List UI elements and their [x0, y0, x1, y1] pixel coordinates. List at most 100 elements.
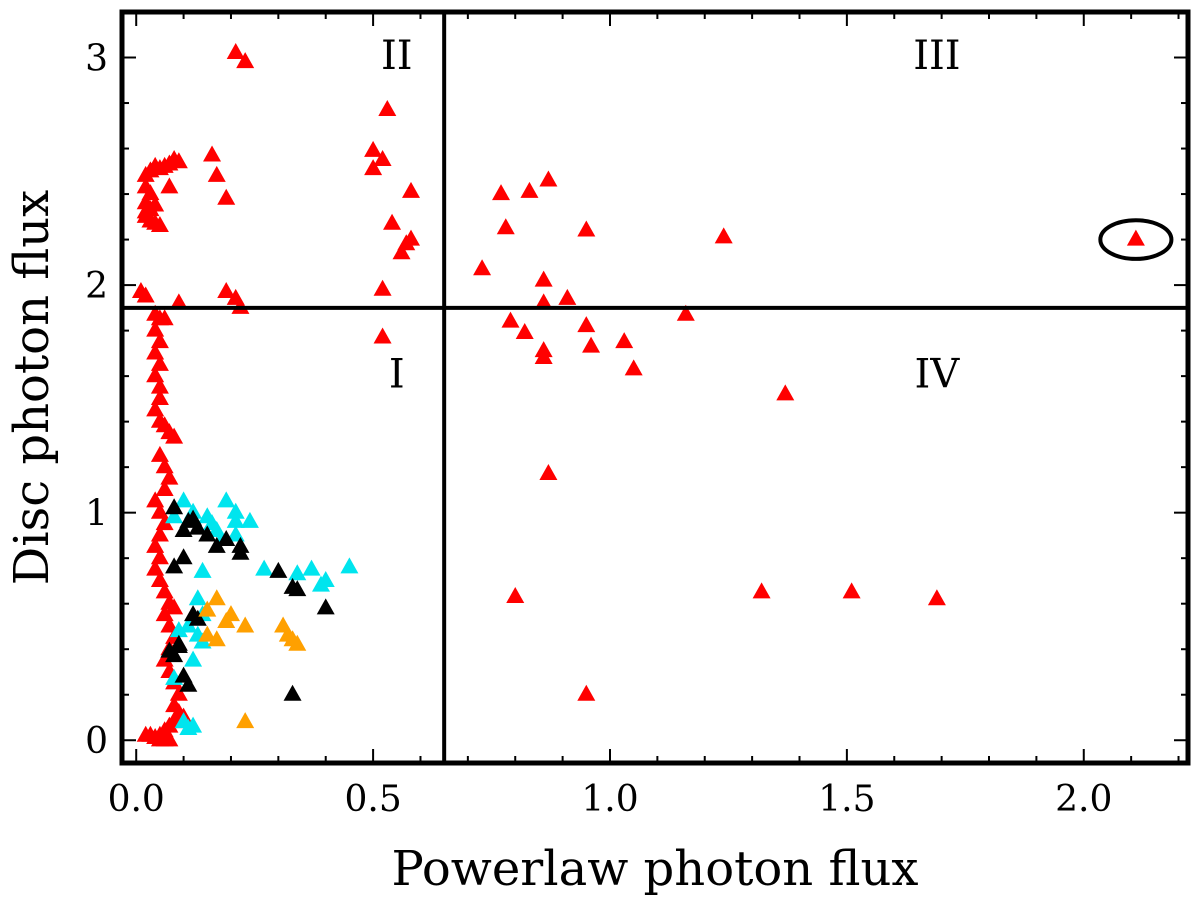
data-point-cyan — [184, 716, 203, 733]
data-point-red — [558, 288, 577, 305]
data-point-red — [383, 213, 402, 230]
data-point-black — [165, 557, 184, 574]
data-point-red — [539, 464, 558, 481]
quadrant-dividers — [122, 12, 1188, 763]
data-point-red — [165, 598, 184, 615]
data-point-red — [927, 589, 946, 606]
x-tick-label: 1.5 — [818, 779, 875, 820]
region-label-III: III — [913, 33, 960, 79]
data-point-red — [155, 309, 174, 326]
data-point-orange — [236, 712, 255, 729]
highlight-ellipse — [1098, 218, 1174, 261]
data-point-black — [217, 530, 236, 547]
data-point-black — [174, 548, 193, 565]
data-point-red — [203, 145, 222, 162]
data-point-orange — [198, 625, 217, 642]
data-point-cyan — [255, 559, 274, 576]
data-point-red — [160, 177, 179, 194]
y-tick-label: 1 — [85, 494, 108, 535]
data-point-cyan — [188, 589, 207, 606]
data-point-orange — [207, 630, 226, 647]
data-point-black — [188, 609, 207, 626]
data-point-cyan — [174, 491, 193, 508]
data-point-red — [207, 165, 226, 182]
data-point-red — [506, 586, 525, 603]
data-point-red — [676, 304, 695, 321]
data-point-red — [842, 582, 861, 599]
data-point-red — [364, 159, 383, 176]
data-point-red — [136, 202, 155, 219]
data-point-red — [150, 730, 169, 747]
data-point-red — [141, 725, 160, 742]
data-point-red — [165, 427, 184, 444]
tick-labels: 0.0 0.5 1.0 1.5 2.0 0 1 2 3 — [85, 39, 1112, 820]
region-label-II: II — [381, 33, 413, 79]
data-point-red — [373, 279, 392, 296]
data-point-black — [269, 561, 288, 578]
data-point-red — [1126, 229, 1145, 246]
region-label-I: I — [389, 352, 405, 398]
x-tick-label: 0.0 — [108, 779, 165, 820]
data-point-orange — [221, 605, 240, 622]
data-point-red — [136, 286, 155, 303]
data-point-black — [174, 520, 193, 537]
y-tick-label: 2 — [85, 266, 108, 307]
data-point-black — [165, 646, 184, 663]
data-point-red — [373, 327, 392, 344]
data-point-red — [373, 150, 392, 167]
region-label-IV: IV — [915, 352, 961, 398]
data-point-red — [520, 181, 539, 198]
data-point-red — [577, 684, 596, 701]
data-point-cyan — [302, 559, 321, 576]
data-points — [131, 43, 1145, 747]
data-point-red — [534, 293, 553, 310]
data-point-red — [392, 243, 411, 260]
data-point-red — [515, 322, 534, 339]
data-point-cyan — [311, 575, 330, 592]
data-point-red — [624, 359, 643, 376]
y-axis-label: Disc photon flux — [4, 190, 60, 586]
y-tick-label: 3 — [85, 39, 108, 80]
data-point-red — [150, 377, 169, 394]
data-point-red — [226, 43, 245, 60]
data-point-red — [501, 311, 520, 328]
data-point-red — [714, 227, 733, 244]
x-tick-label: 0.5 — [344, 779, 401, 820]
data-point-red — [236, 52, 255, 69]
data-point-red — [378, 99, 397, 116]
data-point-black — [198, 525, 217, 542]
y-tick-label: 0 — [85, 721, 108, 762]
data-point-red — [752, 582, 771, 599]
x-axis-label: Powerlaw photon flux — [392, 841, 919, 897]
data-point-black — [188, 518, 207, 535]
data-point-cyan — [226, 511, 245, 528]
data-point-red — [169, 152, 188, 169]
data-point-red — [577, 220, 596, 237]
data-point-red — [146, 195, 165, 212]
data-point-orange — [207, 589, 226, 606]
data-point-red — [534, 270, 553, 287]
data-point-red — [402, 181, 421, 198]
data-point-red — [150, 445, 169, 462]
data-point-red — [615, 332, 634, 349]
x-tick-label: 1.0 — [581, 779, 638, 820]
data-point-orange — [236, 616, 255, 633]
data-point-red — [155, 479, 174, 496]
data-point-red — [776, 384, 795, 401]
data-point-cyan — [193, 561, 212, 578]
data-point-black — [316, 598, 335, 615]
data-point-cyan — [165, 507, 184, 524]
data-point-red — [217, 188, 236, 205]
axis-ticks — [122, 12, 1188, 763]
highlight-marker — [1098, 218, 1174, 261]
data-point-red — [534, 347, 553, 364]
data-point-red — [582, 336, 601, 353]
data-point-cyan — [217, 491, 236, 508]
data-point-black — [231, 543, 250, 560]
data-point-red — [473, 259, 492, 276]
data-point-cyan — [184, 650, 203, 667]
data-point-black — [207, 536, 226, 553]
data-point-black — [165, 498, 184, 515]
data-point-cyan — [288, 564, 307, 581]
